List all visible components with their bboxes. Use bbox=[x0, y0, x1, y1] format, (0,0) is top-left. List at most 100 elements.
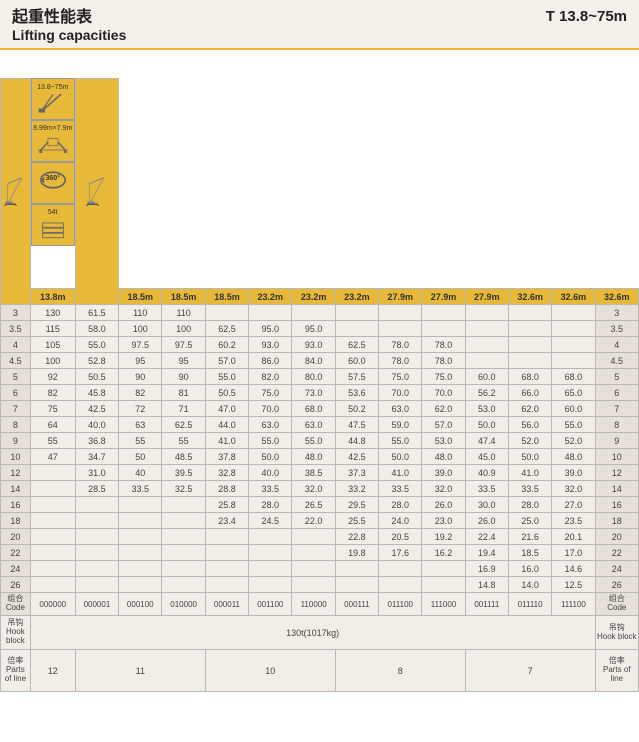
data-cell: 26.0 bbox=[422, 497, 465, 513]
data-cell bbox=[30, 577, 75, 593]
data-cell: 48.0 bbox=[422, 449, 465, 465]
data-cell bbox=[422, 561, 465, 577]
data-cell: 78.0 bbox=[379, 353, 422, 369]
spacer bbox=[0, 50, 639, 78]
data-cell: 95.0 bbox=[249, 321, 292, 337]
data-cell: 97.5 bbox=[162, 337, 205, 353]
col-header: 23.2m bbox=[249, 289, 292, 305]
row-label-left: 3.5 bbox=[1, 321, 31, 337]
data-cell: 82.0 bbox=[249, 369, 292, 385]
table-row: 77542.5727147.070.068.050.263.062.053.06… bbox=[1, 401, 639, 417]
data-cell: 48.0 bbox=[292, 449, 335, 465]
code-cell: 111100 bbox=[552, 593, 595, 616]
data-cell: 63.0 bbox=[379, 401, 422, 417]
data-cell: 60.0 bbox=[552, 401, 595, 417]
code-cell: 000100 bbox=[119, 593, 162, 616]
table-row: 86440.06362.544.063.063.047.559.057.050.… bbox=[1, 417, 639, 433]
data-cell: 53.0 bbox=[465, 401, 508, 417]
data-cell: 75.0 bbox=[422, 369, 465, 385]
col-header: 32.6m bbox=[508, 289, 551, 305]
data-cell bbox=[205, 305, 248, 321]
data-cell: 22.4 bbox=[465, 529, 508, 545]
data-cell: 12.5 bbox=[552, 577, 595, 593]
table-row: 68245.8828150.575.073.053.670.070.056.26… bbox=[1, 385, 639, 401]
data-cell: 33.5 bbox=[249, 481, 292, 497]
code-cell: 001111 bbox=[465, 593, 508, 616]
data-cell bbox=[292, 561, 335, 577]
data-cell: 55.0 bbox=[249, 433, 292, 449]
data-cell bbox=[119, 545, 162, 561]
data-cell: 97.5 bbox=[119, 337, 162, 353]
data-cell: 25.8 bbox=[205, 497, 248, 513]
table-row: 1823.424.522.025.524.023.026.025.023.518 bbox=[1, 513, 639, 529]
data-cell bbox=[335, 577, 378, 593]
data-cell: 75 bbox=[30, 401, 75, 417]
data-cell: 28.0 bbox=[249, 497, 292, 513]
data-cell bbox=[508, 337, 551, 353]
data-cell bbox=[422, 321, 465, 337]
data-cell: 90 bbox=[162, 369, 205, 385]
data-cell: 62.0 bbox=[422, 401, 465, 417]
data-cell: 34.7 bbox=[75, 449, 118, 465]
data-cell: 81 bbox=[162, 385, 205, 401]
data-cell: 41.0 bbox=[205, 433, 248, 449]
data-cell: 28.0 bbox=[508, 497, 551, 513]
data-cell: 33.2 bbox=[335, 481, 378, 497]
data-cell bbox=[162, 497, 205, 513]
data-cell: 19.8 bbox=[335, 545, 378, 561]
data-cell: 32.0 bbox=[292, 481, 335, 497]
data-cell: 93.0 bbox=[249, 337, 292, 353]
table-row: 59250.5909055.082.080.057.575.075.060.06… bbox=[1, 369, 639, 385]
data-cell: 90 bbox=[119, 369, 162, 385]
data-cell: 50.5 bbox=[205, 385, 248, 401]
data-cell: 16.2 bbox=[422, 545, 465, 561]
data-cell: 23.0 bbox=[422, 513, 465, 529]
data-cell: 105 bbox=[30, 337, 75, 353]
data-cell: 25.0 bbox=[508, 513, 551, 529]
data-cell: 93.0 bbox=[292, 337, 335, 353]
data-cell: 32.0 bbox=[422, 481, 465, 497]
code-cell: 000000 bbox=[30, 593, 75, 616]
data-cell bbox=[422, 577, 465, 593]
data-cell: 100 bbox=[162, 321, 205, 337]
code-cell: 000001 bbox=[75, 593, 118, 616]
data-cell: 52.8 bbox=[75, 353, 118, 369]
data-cell: 17.6 bbox=[379, 545, 422, 561]
data-cell bbox=[465, 337, 508, 353]
row-label-right: 16 bbox=[595, 497, 638, 513]
data-cell: 62.0 bbox=[508, 401, 551, 417]
data-cell: 50.2 bbox=[335, 401, 378, 417]
data-cell: 68.0 bbox=[552, 369, 595, 385]
data-cell bbox=[119, 497, 162, 513]
data-cell: 47 bbox=[30, 449, 75, 465]
data-cell: 82 bbox=[30, 385, 75, 401]
data-cell bbox=[292, 577, 335, 593]
data-cell: 52.0 bbox=[508, 433, 551, 449]
data-cell: 23.4 bbox=[205, 513, 248, 529]
row-label-right: 24 bbox=[595, 561, 638, 577]
col-header: 13.8m bbox=[30, 289, 75, 305]
row-label-left: 22 bbox=[1, 545, 31, 561]
data-cell: 100 bbox=[119, 321, 162, 337]
row-label-right: 22 bbox=[595, 545, 638, 561]
row-label-right: 8 bbox=[595, 417, 638, 433]
data-cell: 60.0 bbox=[335, 353, 378, 369]
table-row: 104734.75048.537.850.048.042.550.048.045… bbox=[1, 449, 639, 465]
data-cell bbox=[75, 513, 118, 529]
data-cell bbox=[205, 545, 248, 561]
code-cell: 000111 bbox=[335, 593, 378, 616]
data-cell: 47.0 bbox=[205, 401, 248, 417]
data-cell: 48.5 bbox=[162, 449, 205, 465]
table-row: 2614.814.012.526 bbox=[1, 577, 639, 593]
data-cell: 50.0 bbox=[379, 449, 422, 465]
row-label-left: 24 bbox=[1, 561, 31, 577]
data-cell bbox=[465, 353, 508, 369]
data-cell: 70.0 bbox=[249, 401, 292, 417]
data-cell: 37.8 bbox=[205, 449, 248, 465]
data-cell: 32.5 bbox=[162, 481, 205, 497]
data-cell bbox=[30, 465, 75, 481]
row-label-left: 5 bbox=[1, 369, 31, 385]
data-cell: 55.0 bbox=[292, 433, 335, 449]
parts-cell: 10 bbox=[205, 650, 335, 692]
data-cell bbox=[119, 529, 162, 545]
